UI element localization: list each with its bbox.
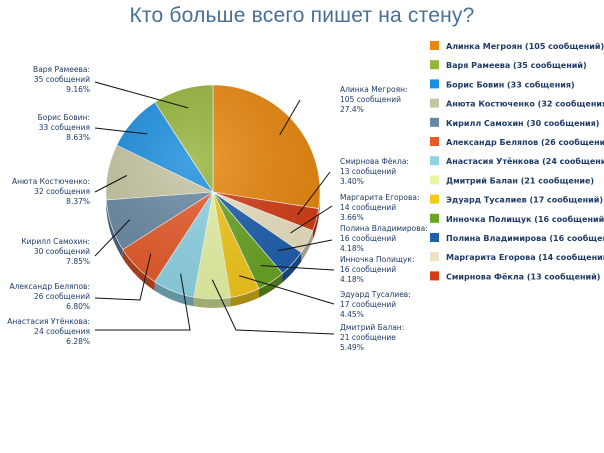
legend-label: Анюта Костюченко (32 сообщения) xyxy=(446,99,604,109)
legend-item-полина-владимирова[interactable]: Полина Владимирова (16 сообщений) xyxy=(430,233,604,243)
slice-label-анюта-костюченко: Анюта Костюченко: 32 сообщения 8.37% xyxy=(12,177,90,206)
legend-label: Инночка Полищук (16 сообщений) xyxy=(446,214,604,224)
slice-label-полина-владимирова: Полина Владимирова: 16 сообщений 4.18% xyxy=(340,224,428,253)
leader-кирилл-самохин xyxy=(94,219,131,257)
chart-title: Кто больше всего пишет на стену? xyxy=(129,4,475,27)
legend-swatch xyxy=(430,137,439,146)
legend: Алинка Мегроян (105 сообщений) Варя Рамее… xyxy=(430,41,604,281)
legend-swatch xyxy=(430,98,439,108)
legend-label: Анастасия Утёнкова (24 сообщения) xyxy=(446,156,604,166)
leader-александр-беляпов xyxy=(94,253,152,301)
slice-label-борис-бовин: Борис Бовин: 33 собщения 8.63% xyxy=(38,113,90,142)
slice-label-алинка-мегроян: Алинка Мегроян: 105 сообщений 27.4% xyxy=(340,85,408,114)
leader-анастасия-утёнкова xyxy=(95,273,191,331)
slice-label-александр-беляпов: Александр Беляпов: 26 сообщений 6.80% xyxy=(9,282,90,311)
legend-swatch xyxy=(430,213,439,223)
legend-item-маргарита-егорова[interactable]: Маргарита Егорова (14 сообщений) xyxy=(430,252,604,262)
slice-label-инночка-полищук: Инночка Полищук: 16 сообщений 4.18% xyxy=(340,255,414,284)
leader-борис-бовин xyxy=(94,127,148,135)
legend-swatch xyxy=(430,175,439,185)
legend-label: Дмитрий Балан (21 сообщение) xyxy=(446,175,594,185)
leader-инночка-полищук xyxy=(260,265,335,271)
leader-полина-владимирова xyxy=(278,239,333,252)
legend-item-борис-бовин[interactable]: Борис Бовин (33 собщения) xyxy=(430,79,575,89)
leader-смирнова-фёкла xyxy=(297,171,331,216)
legend-item-анюта-костюченко[interactable]: Анюта Костюченко (32 сообщения) xyxy=(430,98,604,109)
legend-swatch xyxy=(430,60,439,70)
legend-item-алинка-мегроян[interactable]: Алинка Мегроян (105 сообщений) xyxy=(430,41,604,51)
leader-эдуард-тусалиев xyxy=(239,275,335,305)
legend-label: Алинка Мегроян (105 сообщений) xyxy=(446,41,604,51)
leader-анюта-костюченко xyxy=(94,175,128,193)
legend-label: Варя Рамеева (35 сообщений) xyxy=(446,60,587,70)
slice-алинка-мегроян[interactable] xyxy=(212,84,321,209)
pie-slices xyxy=(105,84,321,308)
legend-swatch xyxy=(430,194,439,204)
leader-дмитрий-балан xyxy=(211,279,335,335)
legend-swatch xyxy=(430,79,439,89)
legend-item-смирнова-фёкла[interactable]: Смирнова Фёкла (13 сообщений) xyxy=(430,271,600,281)
leader-маргарита-егорова xyxy=(290,205,333,234)
leader-алинка-мегроян xyxy=(279,99,301,136)
legend-item-дмитрий-балан[interactable]: Дмитрий Балан (21 сообщение) xyxy=(430,175,594,185)
legend-item-эдуард-тусалиев[interactable]: Эдуард Тусалиев (17 сообщений) xyxy=(430,194,603,205)
legend-swatch xyxy=(430,156,439,166)
legend-item-анастасия-утёнкова[interactable]: Анастасия Утёнкова (24 сообщения) xyxy=(430,156,604,166)
legend-label: Эдуард Тусалиев (17 сообщений) xyxy=(446,195,603,205)
legend-label: Александр Беляпов (26 сообщений) xyxy=(446,137,604,147)
slice-label-эдуард-тусалиев: Эдуард Тусалиев: 17 сообщений 4.45% xyxy=(340,290,411,319)
leader-варя-рамеева xyxy=(94,81,189,109)
slice-labels: Алинка Мегроян: 105 сообщений 27.4% Смирнов… xyxy=(7,65,428,352)
legend-swatch xyxy=(430,252,439,262)
legend-label: Полина Владимирова (16 сообщений) xyxy=(446,233,604,243)
slice-label-анастасия-утёнкова: Анастасия Утёнкова: 24 сообщения 6.28% xyxy=(7,317,90,346)
slice-label-маргарита-егорова: Маргарита Егорова: 14 сообщений 3.66% xyxy=(340,193,420,222)
legend-label: Кирилл Самохин (30 сообщения) xyxy=(446,118,599,128)
slice-label-смирнова-фёкла: Смирнова Фёкла: 13 сообщений 3.40% xyxy=(340,157,409,186)
legend-swatch xyxy=(430,271,439,281)
legend-swatch xyxy=(430,233,439,242)
slice-label-дмитрий-балан: Дмитрий Балан: 21 сообщение 5.49% xyxy=(340,323,404,352)
legend-label: Маргарита Егорова (14 сообщений) xyxy=(446,252,604,262)
legend-label: Борис Бовин (33 собщения) xyxy=(446,79,575,89)
label-leaders xyxy=(94,81,335,335)
legend-swatch xyxy=(430,117,439,127)
slice-label-кирилл-самохин: Кирилл Самохин: 30 сообщений 7.85% xyxy=(21,237,90,266)
legend-item-варя-рамеева[interactable]: Варя Рамеева (35 сообщений) xyxy=(430,60,587,70)
legend-swatch xyxy=(430,41,439,50)
legend-item-александр-беляпов[interactable]: Александр Беляпов (26 сообщений) xyxy=(430,137,604,147)
slice-label-варя-рамеева: Варя Рамеева: 35 сообщений 9.16% xyxy=(33,65,90,94)
legend-label: Смирнова Фёкла (13 сообщений) xyxy=(446,271,600,281)
legend-item-кирилл-самохин[interactable]: Кирилл Самохин (30 сообщения) xyxy=(430,117,599,128)
legend-item-инночка-полищук[interactable]: Инночка Полищук (16 сообщений) xyxy=(430,213,604,224)
